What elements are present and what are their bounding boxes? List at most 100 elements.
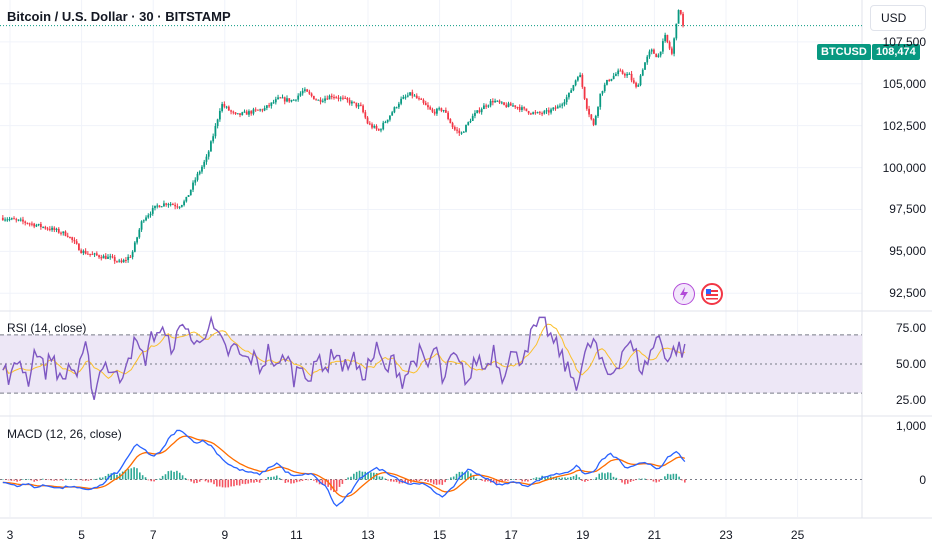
time-axis-label: 3 [6, 528, 14, 542]
macd-histogram-bar [161, 475, 164, 480]
candle-body [201, 166, 203, 172]
macd-histogram-bar [127, 469, 130, 480]
candle-body [93, 253, 96, 255]
candle-body [169, 204, 172, 206]
macd-histogram-bar [544, 476, 546, 480]
macd-histogram-bar [584, 479, 586, 482]
candle-body [675, 23, 678, 39]
flash-icon[interactable] [673, 283, 695, 305]
candle-body [102, 255, 105, 259]
macd-histogram-bar [184, 477, 187, 480]
candle-body [257, 109, 259, 111]
macd-histogram-bar [615, 477, 618, 480]
macd-histogram-bar [307, 479, 309, 481]
macd-histogram-bar [390, 479, 392, 482]
macd-histogram-bar [578, 477, 581, 480]
candle-body [167, 204, 170, 206]
macd-histogram-bar [681, 479, 683, 481]
candle-body [465, 124, 467, 132]
candle-body [623, 73, 626, 76]
macd-histogram-bar [518, 479, 521, 481]
candle-body [500, 102, 503, 104]
candle-body [297, 95, 300, 100]
candle-body [160, 206, 163, 208]
macd-histogram-bar [641, 478, 643, 480]
macd-histogram-bar [618, 479, 620, 481]
candle-body [380, 129, 382, 131]
macd-histogram-bar [315, 479, 318, 483]
candle-body [386, 119, 389, 122]
candle-body [538, 112, 541, 114]
rsi-axis-label: 50.00 [895, 357, 926, 371]
candle-body [592, 119, 595, 125]
candle-body [650, 49, 653, 52]
candle-body [292, 99, 295, 101]
macd-histogram-bar [355, 471, 358, 480]
macd-histogram-bar [298, 479, 301, 482]
us-flag-icon[interactable] [701, 283, 723, 305]
candle-body [218, 110, 221, 120]
macd-histogram-bar [87, 479, 90, 481]
macd-histogram-bar [167, 471, 170, 480]
candle-body [474, 112, 476, 116]
macd-histogram-bar [275, 475, 278, 480]
macd-histogram-bar [678, 476, 680, 480]
candle-body [223, 104, 226, 107]
candle-body [608, 79, 611, 81]
time-axis-label: 25 [790, 528, 805, 542]
candle-body [207, 151, 210, 157]
macd-histogram-bar [661, 479, 663, 480]
macd-histogram-bar [427, 479, 429, 482]
candle-body [543, 111, 546, 114]
candle-body [554, 107, 557, 109]
candle-body [420, 98, 423, 100]
macd-histogram-bar [475, 478, 478, 480]
candle-body [73, 239, 76, 242]
macd-histogram-bar [213, 479, 215, 485]
candle-body [467, 122, 470, 125]
candle-body [39, 223, 42, 228]
macd-histogram-bar [572, 476, 575, 480]
candle-body [668, 42, 671, 49]
candle-body [149, 213, 152, 216]
candle-body [8, 218, 11, 220]
candle-body [357, 104, 360, 107]
candle-body [572, 85, 575, 91]
macd-histogram-bar [564, 477, 566, 480]
candle-body [147, 215, 150, 218]
macd-histogram-bar [452, 476, 455, 480]
candle-body [655, 53, 658, 58]
macd-histogram-bar [10, 479, 13, 481]
macd-histogram-bar [595, 477, 598, 480]
macd-histogram-bar [64, 478, 67, 480]
macd-histogram-bar [430, 479, 432, 483]
candle-body [447, 112, 450, 119]
macd-line [2, 429, 686, 507]
macd-histogram-bar [216, 479, 218, 487]
candle-body [279, 97, 282, 99]
macd-histogram-bar [67, 479, 70, 480]
candle-body [156, 205, 159, 207]
candle-body [451, 123, 454, 128]
currency-selector-button[interactable]: USD [870, 5, 926, 31]
candle-body [78, 243, 80, 251]
candle-body [230, 110, 232, 112]
candle-body [346, 98, 349, 101]
candle-body [483, 105, 485, 110]
macd-histogram-bar [284, 479, 287, 483]
macd-histogram-bar [646, 479, 649, 481]
macd-histogram-bar [547, 476, 549, 480]
candle-body [442, 110, 445, 112]
candle-body [641, 69, 644, 76]
candle-body [478, 110, 481, 113]
candle-body [100, 257, 103, 259]
candle-body [151, 208, 154, 214]
candle-body [180, 205, 183, 207]
macd-histogram-bar [230, 479, 232, 487]
macd-histogram-bar [47, 479, 50, 481]
macd-histogram-bar [270, 476, 272, 480]
macd-histogram-bar [281, 479, 284, 481]
candle-body [400, 98, 403, 104]
